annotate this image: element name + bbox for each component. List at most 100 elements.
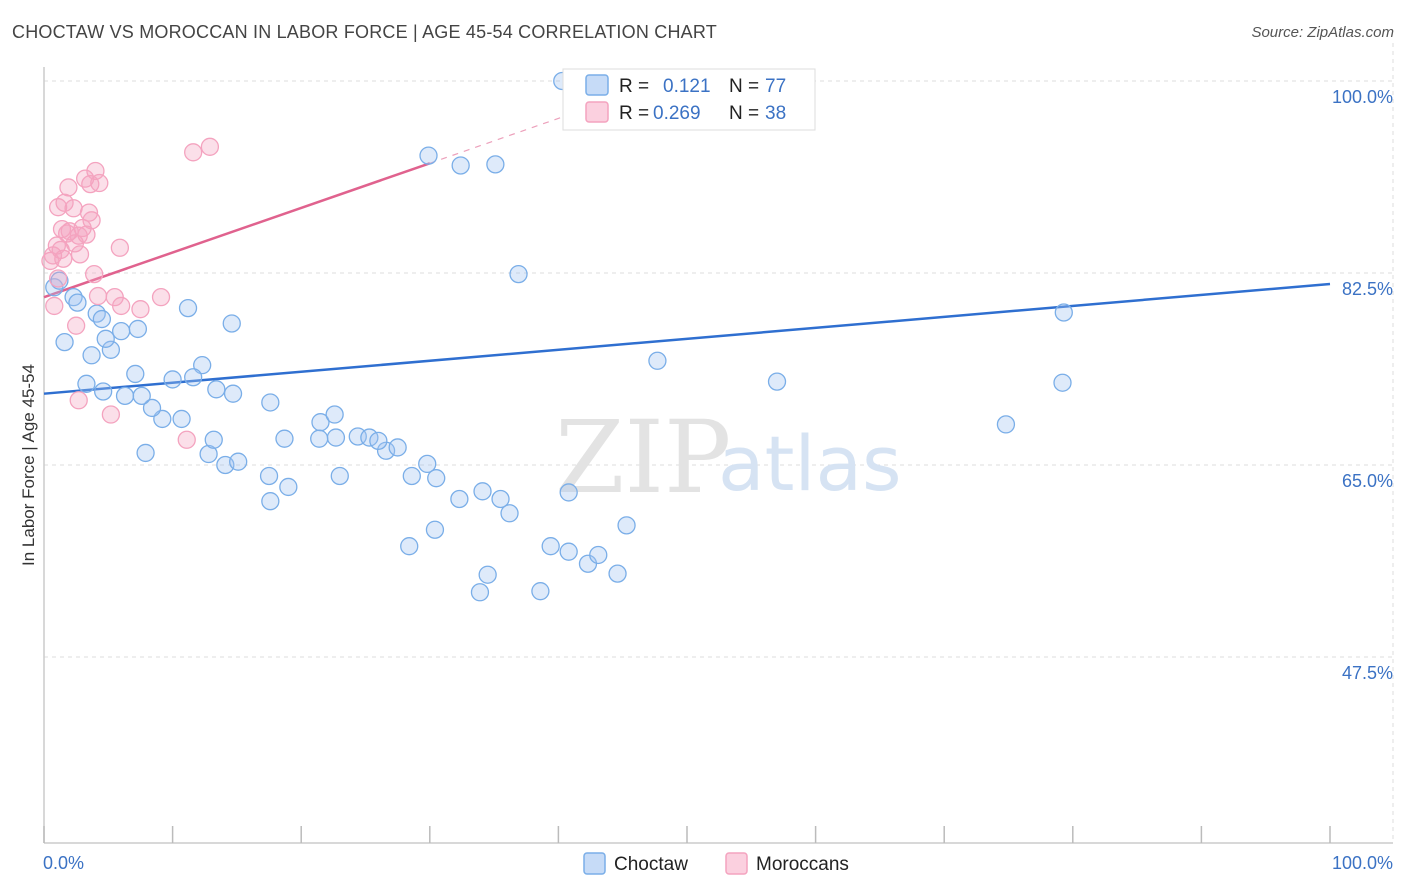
point-moroccans-29 xyxy=(110,238,130,257)
point-choctaw-12 xyxy=(223,384,243,403)
point-moroccans-10 xyxy=(77,225,96,244)
point-choctaw-26 xyxy=(261,492,280,511)
point-choctaw-13 xyxy=(261,393,280,412)
point-choctaw-11 xyxy=(184,368,203,387)
chart-source: Source: ZipAtlas.com xyxy=(1251,24,1394,41)
point-choctaw-37 xyxy=(204,430,223,449)
point-moroccans-26 xyxy=(112,296,131,316)
legend-moroccans-n: 38 xyxy=(765,103,786,124)
point-moroccans-27 xyxy=(131,300,150,319)
point-choctaw-60 xyxy=(470,583,490,602)
axes xyxy=(43,67,1393,844)
legend-swatch-choctaw xyxy=(585,74,609,96)
point-choctaw-36 xyxy=(172,409,191,429)
point-choctaw-73 xyxy=(451,156,470,175)
point-choctaw-53 xyxy=(425,520,445,539)
point-choctaw-17 xyxy=(94,382,113,401)
legend-choctaw-r: 0.121 xyxy=(663,76,711,97)
point-choctaw-24 xyxy=(259,466,279,486)
trend-line-choctaw xyxy=(43,282,1331,395)
point-choctaw-7 xyxy=(128,319,148,339)
point-choctaw-74 xyxy=(486,155,505,174)
point-choctaw-59 xyxy=(589,545,608,565)
watermark-atlas: atlas xyxy=(718,419,902,508)
series-choctaw-points xyxy=(45,69,1073,602)
point-choctaw-43 xyxy=(376,441,396,460)
point-choctaw-65 xyxy=(559,483,578,502)
point-choctaw-25 xyxy=(279,477,298,497)
point-choctaw-44 xyxy=(402,466,421,486)
point-choctaw-45 xyxy=(418,454,437,474)
point-moroccans-30 xyxy=(151,287,171,307)
point-choctaw-35 xyxy=(126,364,145,384)
x-tick-label-left: 0.0% xyxy=(43,853,84,873)
bottom-legend-swatch-moroccans xyxy=(725,852,748,875)
point-choctaw-69 xyxy=(1053,373,1072,392)
point-choctaw-5 xyxy=(92,309,112,329)
point-moroccans-28 xyxy=(67,316,86,335)
legend-swatch-moroccans xyxy=(585,101,609,123)
point-moroccans-4 xyxy=(54,249,73,268)
point-choctaw-27 xyxy=(199,444,218,464)
point-choctaw-38 xyxy=(275,429,294,448)
point-choctaw-39 xyxy=(326,428,346,447)
point-choctaw-34 xyxy=(55,332,74,352)
point-choctaw-40 xyxy=(310,429,329,448)
point-choctaw-49 xyxy=(330,466,349,486)
point-moroccans-16 xyxy=(59,178,78,197)
point-choctaw-52 xyxy=(400,537,419,556)
point-choctaw-71 xyxy=(509,264,528,284)
point-choctaw-67 xyxy=(767,372,787,391)
point-choctaw-54 xyxy=(541,537,560,556)
point-choctaw-48 xyxy=(369,431,388,451)
point-choctaw-31 xyxy=(101,340,121,359)
trend-line-extension-moroccans xyxy=(429,113,572,164)
point-choctaw-19 xyxy=(163,370,182,389)
legend-moroccans-r: 0.269 xyxy=(653,103,701,124)
watermark-zip: ZIP xyxy=(555,399,731,516)
point-choctaw-9 xyxy=(222,314,241,333)
bottom-legend-choctaw: Choctaw xyxy=(614,854,688,875)
point-moroccans-36 xyxy=(45,296,64,316)
point-moroccans-20 xyxy=(90,173,109,193)
point-moroccans-15 xyxy=(64,199,83,218)
point-choctaw-51 xyxy=(473,482,492,501)
series-moroccans-points xyxy=(41,137,220,449)
bottom-legend-moroccans: Moroccans xyxy=(756,854,849,875)
point-choctaw-33 xyxy=(96,329,115,348)
point-moroccans-24 xyxy=(88,286,108,306)
point-choctaw-6 xyxy=(112,321,131,341)
point-moroccans-32 xyxy=(200,137,220,156)
y-tick-label-2: 65.0% xyxy=(1342,471,1393,491)
point-moroccans-23 xyxy=(85,264,104,284)
point-choctaw-20 xyxy=(207,380,226,399)
point-choctaw-16 xyxy=(77,374,96,393)
point-choctaw-72 xyxy=(419,146,438,165)
point-moroccans-35 xyxy=(177,430,196,449)
point-moroccans-12 xyxy=(82,211,101,230)
legend-r-label: R = xyxy=(619,76,649,97)
point-choctaw-21 xyxy=(136,443,155,463)
point-choctaw-56 xyxy=(531,582,550,601)
trend-lines xyxy=(43,113,1331,395)
point-choctaw-68 xyxy=(996,415,1016,434)
y-tick-label-0: 100.0% xyxy=(1332,87,1393,107)
point-choctaw-23 xyxy=(229,452,248,471)
point-choctaw-15 xyxy=(325,405,344,424)
point-choctaw-50 xyxy=(450,489,469,509)
bottom-legend: Choctaw Moroccans xyxy=(583,852,849,875)
legend-n-label-2: N = xyxy=(729,103,759,124)
legend-n-label: N = xyxy=(729,76,759,97)
point-moroccans-31 xyxy=(184,143,203,162)
point-moroccans-34 xyxy=(69,391,88,410)
point-choctaw-62 xyxy=(559,542,578,561)
legend-box: R = 0.121 N = 77 R = 0.269 N = 38 xyxy=(562,68,816,131)
point-choctaw-29 xyxy=(142,398,162,418)
point-choctaw-63 xyxy=(491,489,510,509)
point-choctaw-58 xyxy=(608,564,627,583)
point-choctaw-18 xyxy=(115,386,135,406)
point-moroccans-37 xyxy=(48,269,68,288)
y-tick-label-1: 82.5% xyxy=(1342,279,1393,299)
point-choctaw-8 xyxy=(178,298,198,318)
